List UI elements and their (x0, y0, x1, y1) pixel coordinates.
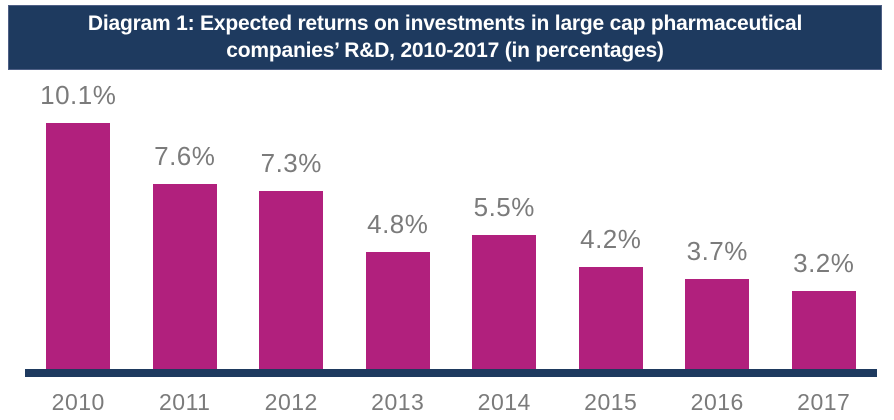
bar-2010 (46, 123, 111, 369)
bar-column-2015: 4.2% (558, 224, 665, 369)
bar-column-2012: 7.3% (238, 148, 345, 369)
bar-2016 (685, 279, 750, 369)
x-tick-2011: 2011 (159, 389, 211, 415)
bar-column-2013: 4.8% (345, 209, 452, 369)
bar-column-2010: 10.1% (25, 80, 132, 369)
bar-column-2016: 3.7% (664, 236, 771, 369)
x-tick-2016: 2016 (690, 389, 744, 415)
bar-value-label-2015: 4.2% (580, 224, 642, 254)
bar-column-2017: 3.2% (771, 248, 878, 369)
x-axis-line (25, 369, 877, 377)
bar-value-label-2013: 4.8% (367, 209, 429, 239)
bars-row: 10.1% 7.6% 7.3% 4.8% 5.5% 4.2% 3.7% 3.2% (25, 80, 878, 369)
x-tick-2014: 2014 (477, 389, 531, 415)
bar-value-label-2012: 7.3% (260, 148, 322, 178)
bar-2014 (472, 235, 537, 369)
bar-value-label-2017: 3.2% (793, 248, 855, 278)
bar-value-label-2011: 7.6% (154, 141, 216, 171)
bar-2017 (791, 291, 856, 369)
bar-value-label-2016: 3.7% (686, 236, 748, 266)
chart-title: Diagram 1: Expected returns on investmen… (88, 11, 802, 64)
bar-value-label-2010: 10.1% (40, 80, 117, 110)
x-tick-2015: 2015 (584, 389, 638, 415)
chart-title-line-2: companies’ R&D, 2010-2017 (in percentage… (226, 38, 664, 62)
x-tick-2012: 2012 (264, 389, 318, 415)
x-tick-2013: 2013 (371, 389, 425, 415)
x-tick-2010: 2010 (51, 389, 105, 415)
bar-2013 (365, 252, 430, 369)
x-tick-2017: 2017 (797, 389, 851, 415)
bar-column-2014: 5.5% (451, 192, 558, 369)
bar-2015 (578, 267, 643, 369)
bar-value-label-2014: 5.5% (473, 192, 535, 222)
bar-2012 (259, 191, 324, 369)
chart-title-line-1: Diagram 1: Expected returns on investmen… (87, 12, 803, 36)
chart-title-banner: Diagram 1: Expected returns on investmen… (8, 5, 882, 70)
bar-2011 (152, 184, 217, 369)
bar-column-2011: 7.6% (132, 141, 239, 369)
x-axis-ticks: 2010 2011 2012 2013 2014 2015 2016 2017 (25, 389, 877, 416)
